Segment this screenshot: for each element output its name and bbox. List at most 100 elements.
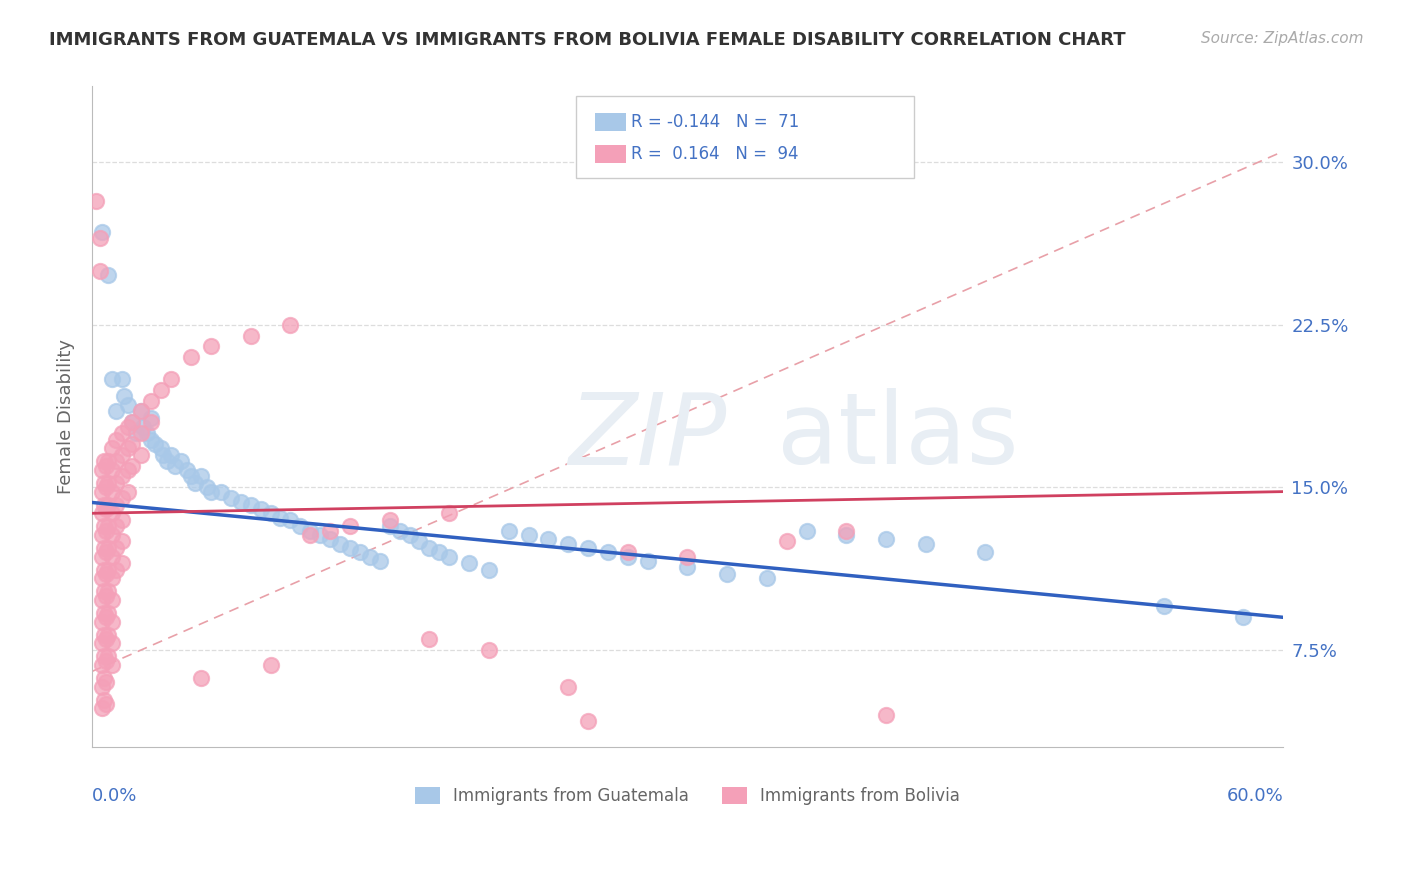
Point [141,433,163,447]
Point [93,606,115,620]
Point [93,454,115,468]
Point [90,636,112,650]
Text: IMMIGRANTS FROM GUATEMALA VS IMMIGRANTS FROM BOLIVIA FEMALE DISABILITY CORRELATI: IMMIGRANTS FROM GUATEMALA VS IMMIGRANTS … [49,31,1126,49]
Point [131,426,153,441]
Point [111,513,134,527]
Point [117,463,139,477]
Point [835,528,858,542]
Point [875,533,897,547]
Text: Source: ZipAtlas.com: Source: ZipAtlas.com [1201,31,1364,46]
Point [112,389,135,403]
Point [165,458,187,473]
Point [1232,610,1254,624]
Point [94,524,117,538]
Point [269,510,291,524]
Point [180,469,202,483]
Point [458,556,481,570]
Point [239,328,262,343]
Point [94,589,117,603]
Point [299,528,322,542]
Point [141,411,163,425]
Point [89,231,111,245]
Point [104,519,127,533]
Point [150,383,173,397]
Point [90,571,112,585]
Text: ZIP: ZIP [568,388,727,485]
Point [478,563,501,577]
Point [776,534,799,549]
Point [104,498,127,512]
Legend: Immigrants from Guatemala, Immigrants from Bolivia: Immigrants from Guatemala, Immigrants fr… [408,780,967,812]
Point [131,404,153,418]
Point [259,658,281,673]
Point [90,484,112,499]
Point [104,454,127,468]
Text: 0.0%: 0.0% [91,787,138,805]
Point [100,593,122,607]
Point [94,545,117,559]
Point [676,560,699,574]
Point [94,632,117,646]
Point [319,524,342,538]
Point [94,458,117,473]
Point [576,541,599,555]
Point [93,692,115,706]
Point [93,475,115,490]
Point [378,519,401,533]
Point [835,524,858,538]
Text: R = -0.144   N =  71: R = -0.144 N = 71 [631,113,800,131]
Point [97,454,120,468]
Point [200,339,222,353]
Point [100,506,122,520]
Text: 60.0%: 60.0% [1226,787,1284,805]
Point [97,563,120,577]
Point [93,627,115,641]
Point [93,563,115,577]
Point [121,458,143,473]
Point [359,549,381,564]
Point [97,268,120,282]
Point [94,675,117,690]
Point [349,545,371,559]
Point [145,437,167,451]
Point [875,707,897,722]
Point [93,519,115,533]
Point [329,536,352,550]
Point [131,404,153,418]
Point [249,502,271,516]
Point [100,658,122,673]
Point [93,541,115,555]
Point [94,697,117,711]
Point [104,433,127,447]
Point [156,454,179,468]
Point [93,584,115,599]
Point [90,463,112,477]
Point [94,654,117,668]
Point [90,658,112,673]
Point [190,469,212,483]
Point [111,448,134,462]
Text: atlas: atlas [778,388,1018,485]
Point [97,584,120,599]
Point [117,484,139,499]
Point [111,556,134,570]
Point [90,549,112,564]
Point [90,225,112,239]
Point [398,528,420,542]
Point [131,448,153,462]
Point [537,533,560,547]
Point [557,680,579,694]
Point [239,498,262,512]
Point [97,519,120,533]
Point [290,519,312,533]
Point [617,549,640,564]
Point [280,513,302,527]
Point [408,534,430,549]
Point [160,448,183,462]
Point [339,519,361,533]
Point [498,524,520,538]
Point [796,524,818,538]
Point [259,506,281,520]
Point [97,498,120,512]
Point [90,506,112,520]
